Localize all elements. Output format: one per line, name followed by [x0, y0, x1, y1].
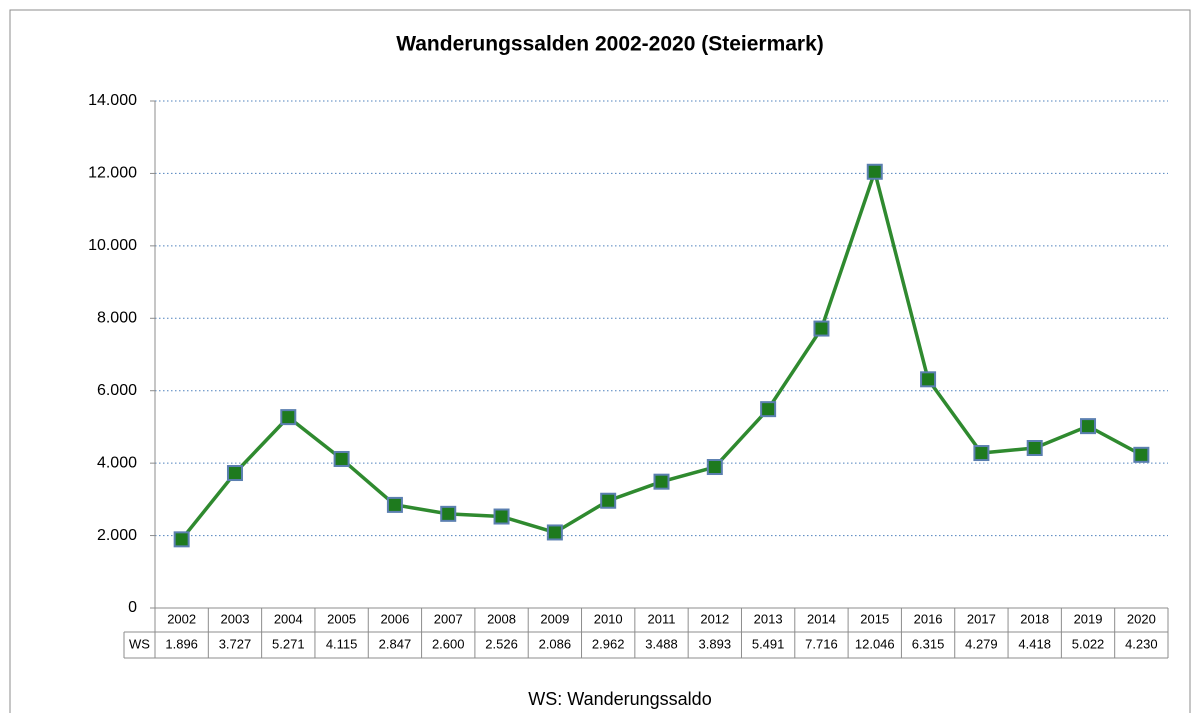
marker	[546, 524, 563, 541]
x-tick-label: 2014	[807, 611, 836, 626]
marker	[386, 496, 403, 513]
x-tick-label: 2018	[1020, 611, 1049, 626]
y-tick-label: 14.000	[88, 92, 137, 109]
x-tick-label: 2013	[754, 611, 783, 626]
data-label: 5.271	[272, 636, 305, 651]
x-tick-label: 2012	[700, 611, 729, 626]
marker	[440, 505, 457, 522]
y-tick-label: 12.000	[88, 165, 137, 182]
x-tick-label: 2002	[167, 611, 196, 626]
x-tick-label: 2006	[380, 611, 409, 626]
data-label: 4.115	[326, 636, 358, 651]
x-tick-label: 2011	[648, 611, 676, 626]
marker	[493, 508, 510, 525]
marker	[280, 409, 297, 426]
data-label: 12.046	[855, 636, 895, 651]
data-label: 3.893	[699, 636, 732, 651]
chart-title: Wanderungssalden 2002-2020 (Steiermark)	[396, 33, 824, 56]
x-tick-label: 2015	[860, 611, 889, 626]
data-label: 2.600	[432, 636, 465, 651]
y-tick-label: 6.000	[97, 382, 137, 399]
marker	[706, 459, 723, 476]
data-label: 3.488	[645, 636, 678, 651]
data-label: 7.716	[805, 636, 838, 651]
x-tick-label: 2016	[914, 611, 943, 626]
data-label: 2.086	[539, 636, 572, 651]
y-tick-label: 2.000	[97, 527, 137, 544]
marker	[653, 473, 670, 490]
data-label: 4.418	[1018, 636, 1051, 651]
x-tick-label: 2020	[1127, 611, 1156, 626]
y-tick-label: 8.000	[97, 310, 137, 327]
x-tick-label: 2005	[327, 611, 356, 626]
data-label: 3.727	[219, 636, 252, 651]
x-tick-label: 2009	[540, 611, 569, 626]
data-label: 5.491	[752, 636, 785, 651]
x-tick-label: 2017	[967, 611, 996, 626]
marker	[173, 531, 190, 548]
x-tick-label: 2003	[221, 611, 250, 626]
y-tick-label: 10.000	[88, 237, 137, 254]
x-tick-label: 2010	[594, 611, 623, 626]
data-label: 1.896	[165, 636, 198, 651]
data-label: 2.962	[592, 636, 625, 651]
marker	[760, 401, 777, 418]
marker	[1133, 446, 1150, 463]
legend-label: WS	[129, 636, 150, 651]
chart-frame	[9, 9, 1191, 718]
x-tick-label: 2019	[1074, 611, 1103, 626]
data-label: 2.526	[485, 636, 518, 651]
data-label: 2.847	[379, 636, 412, 651]
marker	[333, 450, 350, 467]
note: WS: Wanderungssaldo	[528, 689, 711, 709]
x-tick-label: 2008	[487, 611, 516, 626]
data-label: 6.315	[912, 636, 945, 651]
marker	[1080, 418, 1097, 435]
marker	[226, 465, 243, 482]
data-label: 4.230	[1125, 636, 1158, 651]
marker	[1026, 440, 1043, 457]
marker	[600, 492, 617, 509]
marker	[973, 445, 990, 462]
y-tick-label: 0	[128, 599, 137, 616]
y-tick-label: 4.000	[97, 454, 137, 471]
marker	[866, 163, 883, 180]
data-label: 5.022	[1072, 636, 1105, 651]
marker	[813, 320, 830, 337]
marker	[920, 371, 937, 388]
x-tick-label: 2007	[434, 611, 463, 626]
x-tick-label: 2004	[274, 611, 303, 626]
data-label: 4.279	[965, 636, 998, 651]
